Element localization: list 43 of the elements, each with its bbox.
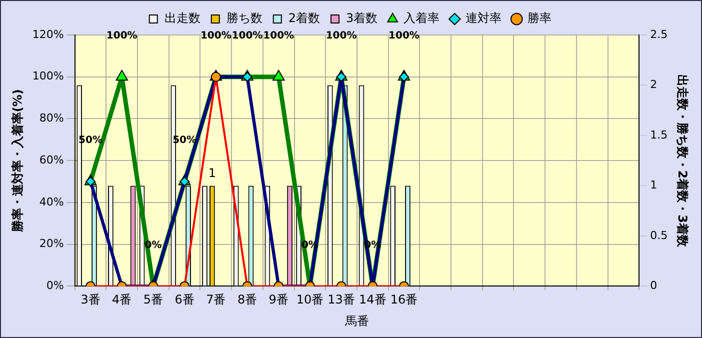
data-label: 100% (263, 30, 294, 42)
y2-tick-label: 1.5 (650, 128, 668, 142)
data-label: 100% (200, 30, 232, 42)
data-label: 1 (208, 166, 216, 180)
x-tick-label: 3番 (80, 292, 100, 307)
y2-tick-label: 2 (650, 78, 658, 92)
y-tick-label: 80% (39, 112, 64, 125)
legend-label: 出走数 (164, 11, 200, 26)
y-tick-label: 60% (39, 153, 64, 166)
y-tick-label: 120% (32, 28, 64, 41)
data-label: 100% (232, 30, 263, 42)
x-tick-label: 7番 (206, 292, 226, 307)
y2-axis-title: 出走数・勝ち数・2着数・3着数 (676, 74, 690, 248)
legend-label: 連対率 (466, 11, 502, 26)
legend-label: 勝ち数 (226, 11, 262, 26)
x-tick-label: 6番 (174, 292, 194, 307)
x-tick-label: 9番 (268, 292, 288, 307)
data-label: 0% (301, 240, 318, 251)
y-tick-label: 100% (32, 70, 64, 83)
data-label: 100% (388, 30, 420, 42)
x-tick-label: 4番 (112, 292, 132, 307)
y-tick-label: 0% (46, 279, 64, 292)
legend-label: 2着数 (288, 11, 320, 26)
y2-tick-label: 0.5 (650, 228, 668, 242)
y-axis-title: 勝率・連対率・入着率(%) (10, 89, 24, 234)
data-label: 100% (106, 30, 138, 42)
x-tick-label: 8番 (237, 292, 258, 307)
y2-tick-label: 2.5 (650, 28, 668, 41)
y2-tick-label: 0 (650, 279, 658, 292)
legend-label: 勝率 (528, 11, 552, 26)
data-label: 0% (364, 240, 382, 251)
y-tick-label: 20% (39, 237, 64, 250)
x-tick-label: 14番 (359, 292, 386, 307)
x-tick-label: 16番 (390, 292, 418, 307)
legend-label: 入着率 (404, 11, 440, 26)
x-tick-label: 10番 (296, 292, 324, 307)
x-axis-title: 馬番 (344, 314, 369, 328)
x-tick-label: 13番 (328, 292, 355, 307)
legend-label: 3着数 (346, 11, 378, 26)
y2-tick-label: 1 (650, 178, 658, 192)
x-tick-label: 5番 (143, 292, 164, 307)
data-label: 100% (326, 30, 357, 42)
y-tick-label: 40% (39, 195, 64, 208)
